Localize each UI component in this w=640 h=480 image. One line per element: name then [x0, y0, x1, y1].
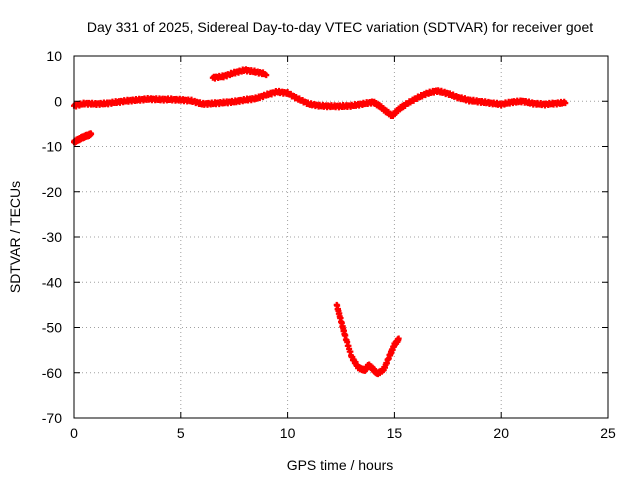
- y-tick-label: -60: [42, 365, 62, 381]
- grid-layer: [74, 56, 608, 418]
- data-point: [562, 100, 569, 107]
- data-point: [263, 72, 270, 79]
- y-tick-label: 10: [46, 48, 62, 64]
- x-tick-label: 5: [177, 425, 185, 441]
- x-tick-label: 0: [70, 425, 78, 441]
- y-tick-label: -40: [42, 274, 62, 290]
- y-tick-label: -70: [42, 410, 62, 426]
- x-tick-label: 15: [387, 425, 403, 441]
- x-tick-label: 20: [493, 425, 509, 441]
- y-tick-label: -20: [42, 184, 62, 200]
- chart-title: Day 331 of 2025, Sidereal Day-to-day VTE…: [87, 19, 593, 35]
- y-tick-label: -30: [42, 229, 62, 245]
- data-point: [395, 335, 402, 342]
- x-tick-label: 25: [600, 425, 616, 441]
- data-point: [88, 131, 95, 138]
- tick-layer: 0 5 10 15 20 25 10 0 -10 -20 -30 -40 -50 -60 -70: [42, 48, 616, 441]
- series-elevated: [209, 66, 270, 82]
- series-dip: [333, 301, 402, 378]
- y-tick-label: -50: [42, 320, 62, 336]
- series-main: [71, 87, 569, 120]
- x-tick-label: 10: [280, 425, 296, 441]
- y-tick-label: -10: [42, 139, 62, 155]
- series-layer: [71, 66, 569, 378]
- x-axis-title: GPS time / hours: [287, 457, 394, 473]
- y-tick-label: 0: [54, 93, 62, 109]
- y-axis-title: SDTVAR / TECUs: [7, 181, 23, 293]
